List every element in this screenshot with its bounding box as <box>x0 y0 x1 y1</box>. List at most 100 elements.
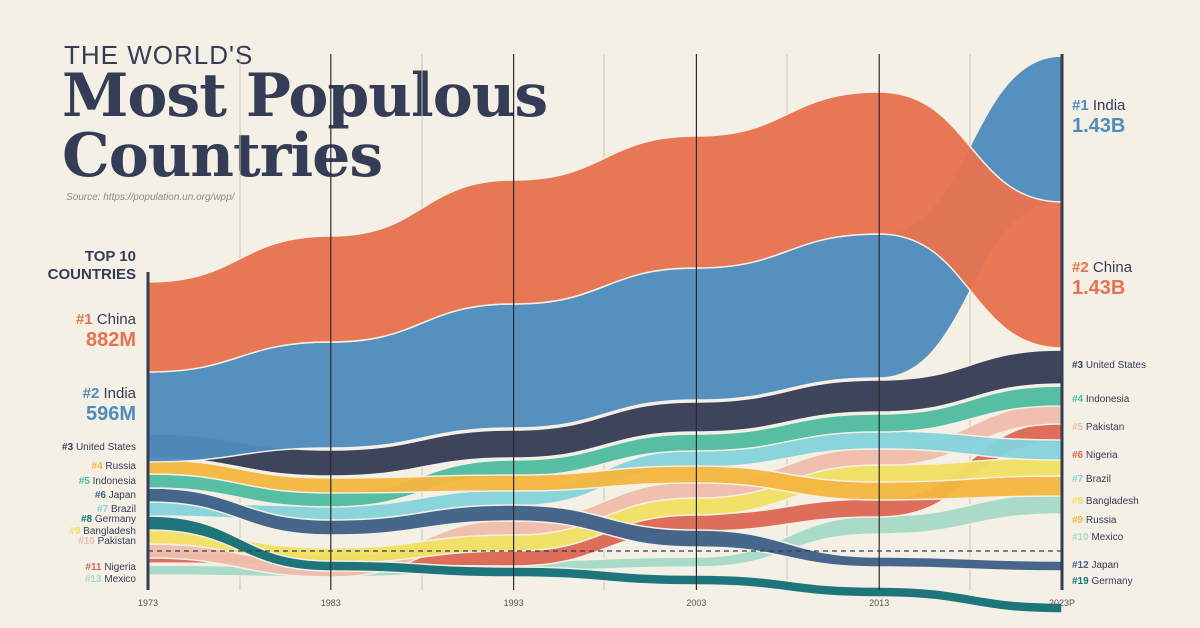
end-label-russia-country: Russia <box>1086 515 1117 526</box>
kicker-text: THE WORLD'S <box>64 40 254 70</box>
start-label-bangladesh-country: Bangladesh <box>83 526 136 537</box>
title-line-2: Countries <box>62 121 383 191</box>
end-label-pakistan-country: Pakistan <box>1086 422 1124 433</box>
start-label-pakistan-country: Pakistan <box>98 536 136 547</box>
start-label-japan-country: Japan <box>109 490 136 501</box>
start-label-india-name: #2 India <box>83 385 137 402</box>
end-label-indonesia-rank: #4 <box>1072 394 1086 405</box>
end-label-nigeria-name: #6 Nigeria <box>1072 450 1118 461</box>
start-label-indonesia-name: #5 Indonesia <box>79 476 137 487</box>
end-label-china-rank: #2 <box>1072 259 1093 276</box>
end-label-japan-name: #12 Japan <box>1072 560 1119 571</box>
end-label-brazil-rank: #7 <box>1072 474 1086 485</box>
end-label-nigeria-rank: #6 <box>1072 450 1086 461</box>
end-label-russia: #9 Russia <box>1072 515 1117 526</box>
end-label-mexico: #10 Mexico <box>1072 532 1124 543</box>
end-label-china-name: #2 China <box>1072 259 1133 276</box>
year-tick-1993: 1993 <box>504 598 524 608</box>
start-label-brazil-name: #7 Brazil <box>97 504 136 515</box>
chart-axis: 1973 1983 1993 2003 2013 2023P <box>138 54 1075 608</box>
end-label-nigeria: #6 Nigeria <box>1072 450 1118 461</box>
start-label-russia-rank: #4 <box>92 461 106 472</box>
start-label-japan-name: #6 Japan <box>95 490 136 501</box>
end-label-china-country: China <box>1093 259 1133 276</box>
start-label-japan: #6 Japan <box>95 490 136 501</box>
start-label-india-value: 596M <box>86 403 136 425</box>
band-germany <box>147 515 1063 614</box>
year-tick-1973: 1973 <box>138 598 158 608</box>
end-label-indonesia-name: #4 Indonesia <box>1072 394 1130 405</box>
start-label-mexico-rank: #13 <box>85 574 104 585</box>
end-label-india-country: India <box>1093 97 1126 114</box>
end-label-bangladesh-country: Bangladesh <box>1086 496 1139 507</box>
start-label-united-states-rank: #3 <box>62 442 76 453</box>
end-label-india-rank: #1 <box>1072 97 1093 114</box>
start-label-germany-country: Germany <box>95 514 136 525</box>
end-label-india-name: #1 India <box>1072 97 1126 114</box>
end-label-mexico-rank: #10 <box>1072 532 1091 543</box>
end-label-germany-country: Germany <box>1091 576 1132 587</box>
start-label-japan-rank: #6 <box>95 490 109 501</box>
source-text: Source: https://population.un.org/wpp/ <box>66 192 235 203</box>
start-label-brazil-rank: #7 <box>97 504 111 515</box>
end-label-bangladesh-name: #8 Bangladesh <box>1072 496 1139 507</box>
chart-bands <box>147 55 1063 614</box>
start-label-pakistan-name: #10 Pakistan <box>78 536 136 547</box>
start-label-china-name: #1 China <box>76 311 137 328</box>
start-label-russia: #4 Russia <box>92 461 137 472</box>
start-label-bangladesh-rank: #9 <box>69 526 83 537</box>
start-label-china-value: 882M <box>86 329 136 351</box>
end-label-germany-name: #19 Germany <box>1072 576 1133 587</box>
end-label-india-value: 1.43B <box>1072 115 1125 137</box>
end-label-united-states: #3 United States <box>1072 360 1146 371</box>
end-label-indonesia: #4 Indonesia <box>1072 394 1130 405</box>
end-label-nigeria-country: Nigeria <box>1086 450 1118 461</box>
start-label-brazil: #7 Brazil <box>97 504 136 515</box>
end-label-bangladesh-rank: #8 <box>1072 496 1086 507</box>
start-label-china-rank: #1 <box>76 311 97 328</box>
start-label-germany-name: #8 Germany <box>81 514 136 525</box>
year-tick-2003: 2003 <box>686 598 706 608</box>
end-label-japan: #12 Japan <box>1072 560 1119 571</box>
end-label-russia-name: #9 Russia <box>1072 515 1117 526</box>
end-label-brazil-name: #7 Brazil <box>1072 474 1111 485</box>
start-label-united-states: #3 United States <box>62 442 136 453</box>
end-label-united-states-rank: #3 <box>1072 360 1086 371</box>
start-label-germany-rank: #8 <box>81 514 95 525</box>
end-label-japan-country: Japan <box>1091 560 1118 571</box>
start-label-india-rank: #2 <box>83 385 104 402</box>
start-label-indonesia-rank: #5 <box>79 476 93 487</box>
start-label-bangladesh: #9 Bangladesh <box>69 526 136 537</box>
end-label-brazil-country: Brazil <box>1086 474 1111 485</box>
year-tick-1983: 1983 <box>321 598 341 608</box>
start-label-mexico-name: #13 Mexico <box>85 574 137 585</box>
start-label-indonesia-country: Indonesia <box>93 476 137 487</box>
start-label-nigeria: #11 Nigeria <box>85 562 136 573</box>
start-label-mexico-country: Mexico <box>104 574 136 585</box>
title-line-1: Most Populous <box>62 61 548 131</box>
end-label-china-value: 1.43B <box>1072 277 1125 299</box>
start-label-bangladesh-name: #9 Bangladesh <box>69 526 136 537</box>
start-label-indonesia: #5 Indonesia <box>79 476 137 487</box>
start-label-nigeria-rank: #11 <box>85 562 104 573</box>
year-tick-2023p: 2023P <box>1049 598 1075 608</box>
end-label-mexico-name: #10 Mexico <box>1072 532 1124 543</box>
start-label-mexico: #13 Mexico <box>85 574 137 585</box>
end-label-germany: #19 Germany <box>1072 576 1133 587</box>
top-ten-line-1: TOP 10 <box>84 248 136 265</box>
top-ten-heading: TOP 10 COUNTRIES <box>20 248 136 284</box>
end-label-bangladesh: #8 Bangladesh <box>1072 496 1139 507</box>
start-label-india-country: India <box>103 385 136 402</box>
end-label-brazil: #7 Brazil <box>1072 474 1111 485</box>
start-label-germany: #8 Germany <box>81 514 136 525</box>
end-label-united-states-name: #3 United States <box>1072 360 1146 371</box>
end-label-pakistan-name: #5 Pakistan <box>1072 422 1124 433</box>
end-label-germany-rank: #19 <box>1072 576 1091 587</box>
start-label-china-country: China <box>97 311 137 328</box>
